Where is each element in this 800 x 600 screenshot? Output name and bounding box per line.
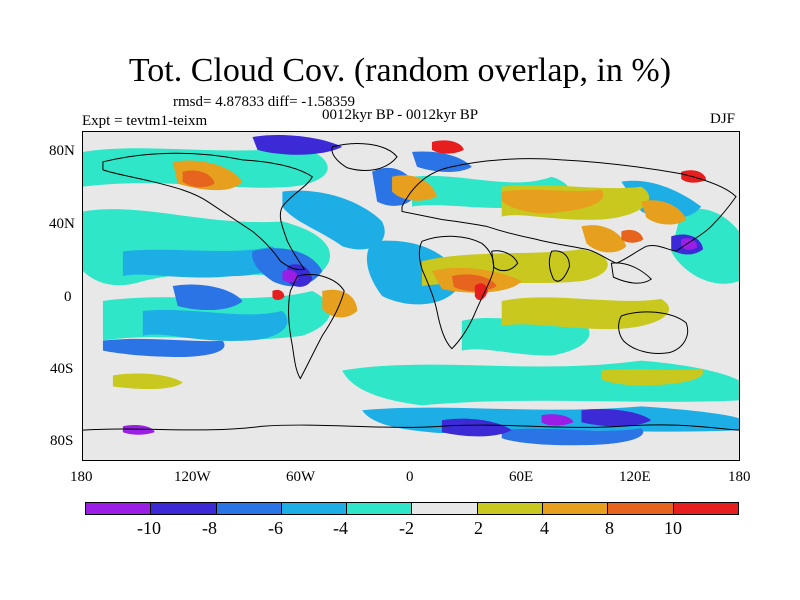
coastline-southeast-asia: [610, 262, 653, 284]
coastline-europe-asia: [401, 158, 737, 264]
region-orange: [501, 189, 604, 214]
region-red: [272, 289, 285, 300]
colorbar-label: 4: [540, 518, 549, 538]
region-darkblue: [441, 418, 512, 437]
region-lightblue: [122, 246, 281, 278]
colorbar-box: [673, 503, 738, 514]
region-teal: [671, 208, 739, 284]
region-lightblue: [366, 240, 462, 305]
region-lightblue: [142, 309, 288, 341]
season-label: DJF: [710, 111, 736, 127]
colorbar-label: -4: [333, 518, 348, 538]
lon-label-120w: 120W: [174, 469, 211, 485]
chart-title: Tot. Cloud Cov. (random overlap, in %): [128, 52, 672, 89]
cloud-cover-map: [82, 131, 740, 461]
region-darkorange: [621, 229, 644, 243]
region-purple: [681, 238, 698, 250]
region-blue: [411, 151, 472, 173]
region-teal: [342, 360, 739, 406]
lat-label-80s: 80S: [50, 433, 74, 449]
region-yellow: [112, 373, 183, 390]
colorbar-label: 10: [664, 518, 682, 538]
lat-label-80n: 80N: [49, 143, 75, 159]
stats-line: rmsd= 4.87833 diff= -1.58359: [173, 94, 356, 110]
lat-label-40s: 40S: [50, 361, 74, 377]
colorbar-box: [151, 503, 217, 514]
colorbar-label: -10: [137, 518, 161, 538]
colorbar-label: -2: [399, 518, 414, 538]
colorbar-label: 8: [605, 518, 614, 538]
colorbar-label: -6: [268, 518, 283, 538]
coastlines: [83, 143, 739, 431]
lon-label-60w: 60W: [286, 469, 316, 485]
region-orange: [581, 225, 627, 253]
colorbar-box: [608, 503, 674, 514]
colorbar-box: [477, 503, 544, 514]
region-lightblue: [282, 190, 385, 250]
positive-anomaly-regions: [112, 140, 707, 390]
colorbar-box: [412, 503, 478, 514]
colorbar-label: 2: [474, 518, 483, 538]
region-teal: [461, 317, 590, 356]
coastline-north-america: [102, 152, 313, 271]
region-blue: [172, 284, 243, 311]
coastline-africa: [418, 235, 495, 350]
colorbar-box: [86, 503, 152, 514]
region-purple: [282, 270, 299, 283]
coastline-antarctica: [83, 424, 739, 431]
region-darkblue: [581, 409, 652, 427]
region-purple: [541, 414, 574, 426]
region-purple: [122, 425, 155, 435]
coastline-australia: [618, 311, 689, 354]
coastline-south-america: [288, 274, 345, 380]
lat-label-equator: 0: [64, 289, 72, 305]
region-red: [681, 170, 707, 183]
region-darkorange: [182, 170, 215, 188]
region-yellow: [601, 368, 704, 386]
coastline-greenland: [331, 143, 398, 171]
region-blue: [102, 338, 225, 358]
region-darkblue: [252, 135, 343, 155]
coastline-arabia: [491, 250, 519, 272]
lon-label-180w: 180: [70, 469, 93, 485]
region-orange: [641, 200, 687, 225]
period-label: 0012kyr BP - 0012kyr BP: [322, 107, 479, 123]
region-red: [474, 283, 488, 301]
colorbar: [85, 502, 739, 515]
region-red: [431, 140, 464, 154]
lon-label-120e: 120E: [619, 469, 651, 485]
lon-label-0: 0: [406, 469, 414, 485]
lon-label-60e: 60E: [509, 469, 534, 485]
experiment-label: Expt = tevtm1-teixm: [82, 113, 208, 129]
colorbar-box: [281, 503, 348, 514]
lon-label-180e: 180: [728, 469, 751, 485]
lat-label-40n: 40N: [49, 216, 75, 232]
colorbar-box: [216, 503, 282, 514]
coastline-india: [548, 250, 571, 282]
colorbar-box: [543, 503, 609, 514]
colorbar-label: -8: [202, 518, 217, 538]
negative-anomaly-regions: [83, 135, 739, 446]
region-yellow: [501, 297, 670, 330]
colorbar-box: [347, 503, 413, 514]
region-blue: [501, 428, 644, 446]
